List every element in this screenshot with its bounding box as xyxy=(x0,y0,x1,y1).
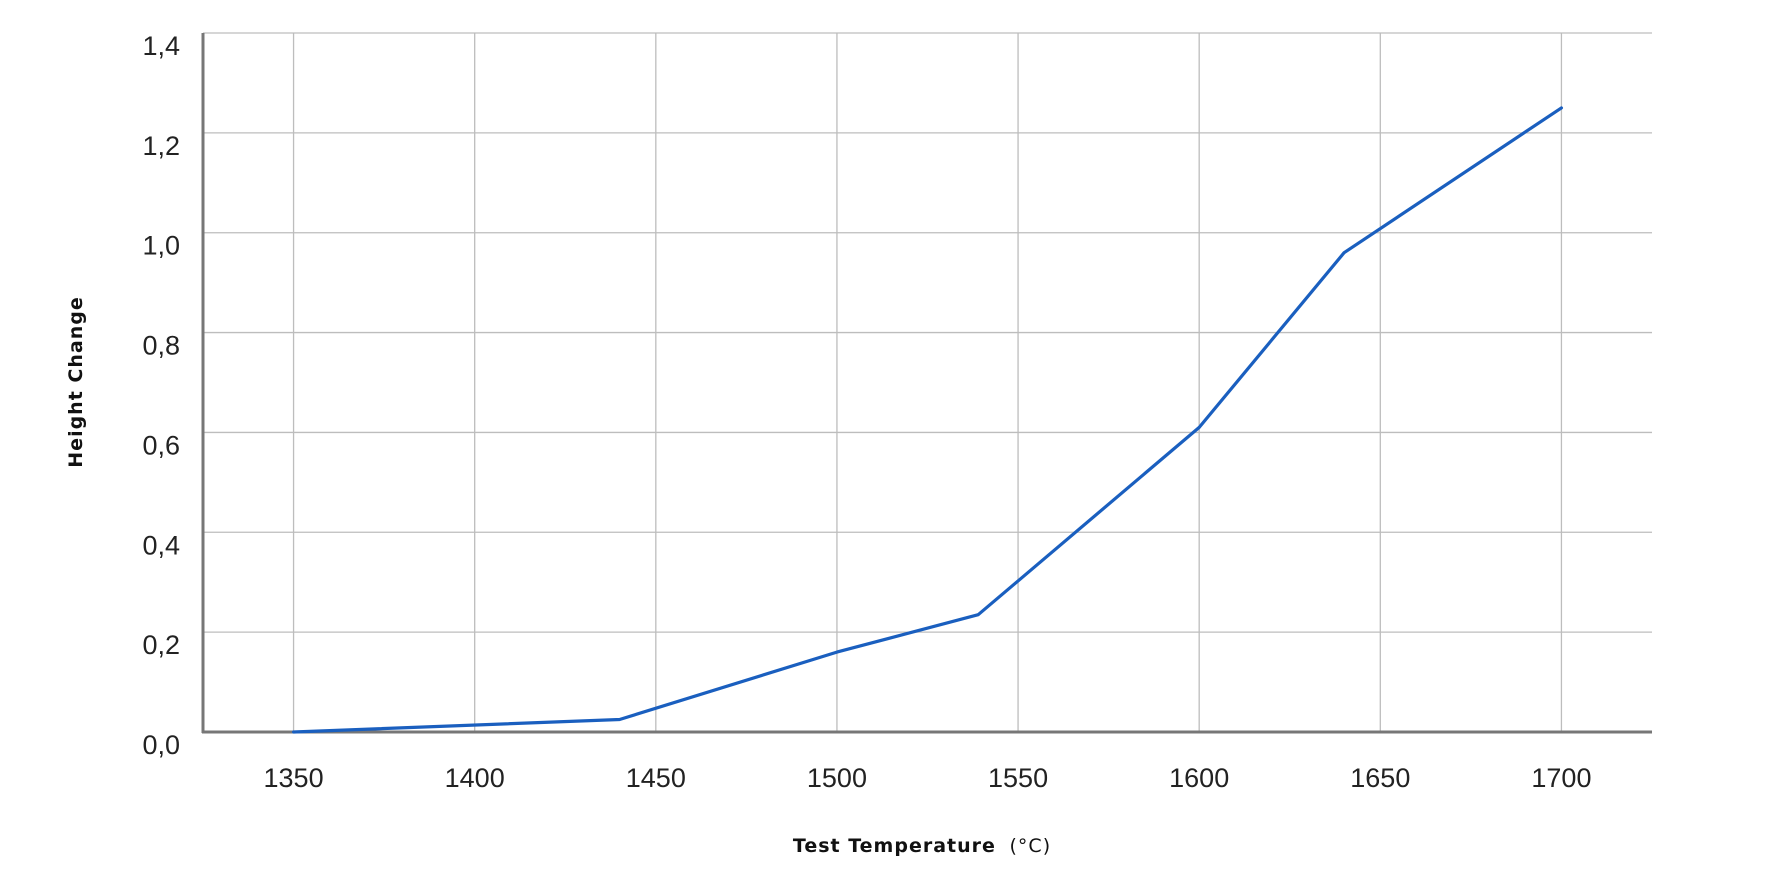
x-tick-label: 1450 xyxy=(626,763,686,793)
y-tick-label: 1,2 xyxy=(142,131,180,161)
x-tick-label: 1500 xyxy=(807,763,867,793)
data-point xyxy=(1560,106,1563,110)
data-point xyxy=(292,730,295,734)
x-axis-label: Test Temperature xyxy=(793,835,996,857)
y-tick-label: 0,0 xyxy=(142,730,180,760)
x-tick-label: 1350 xyxy=(264,763,324,793)
series-layer xyxy=(292,106,1564,734)
grid xyxy=(203,32,1652,732)
axes xyxy=(201,33,1652,734)
y-tick-label: 0,6 xyxy=(142,430,180,460)
x-tick-label: 1550 xyxy=(988,763,1048,793)
data-point xyxy=(1197,426,1201,429)
y-tick-label: 0,4 xyxy=(142,530,180,560)
x-tick-label: 1400 xyxy=(445,763,505,793)
data-point xyxy=(618,718,621,721)
series-line xyxy=(292,106,1564,734)
y-axis-title: Height Change xyxy=(65,296,87,467)
x-tick-label: 1650 xyxy=(1350,763,1410,793)
data-point xyxy=(835,650,839,654)
tick-labels: 1350 1400 1450 1500 1550 1600 1650 1700 0,0 0,2 0,… xyxy=(142,31,1591,793)
data-point xyxy=(1342,251,1346,254)
x-axis-title: Test Temperature (°C) xyxy=(793,835,1051,857)
y-tick-label: 1,0 xyxy=(142,231,180,261)
y-tick-label: 1,4 xyxy=(142,31,180,61)
y-tick-label: 0,8 xyxy=(142,331,180,361)
x-tick-label: 1700 xyxy=(1531,763,1591,793)
x-axis-unit: (°C) xyxy=(1010,835,1052,857)
x-tick-label: 1600 xyxy=(1169,763,1229,793)
y-tick-label: 0,2 xyxy=(142,630,180,660)
data-point xyxy=(977,613,980,616)
